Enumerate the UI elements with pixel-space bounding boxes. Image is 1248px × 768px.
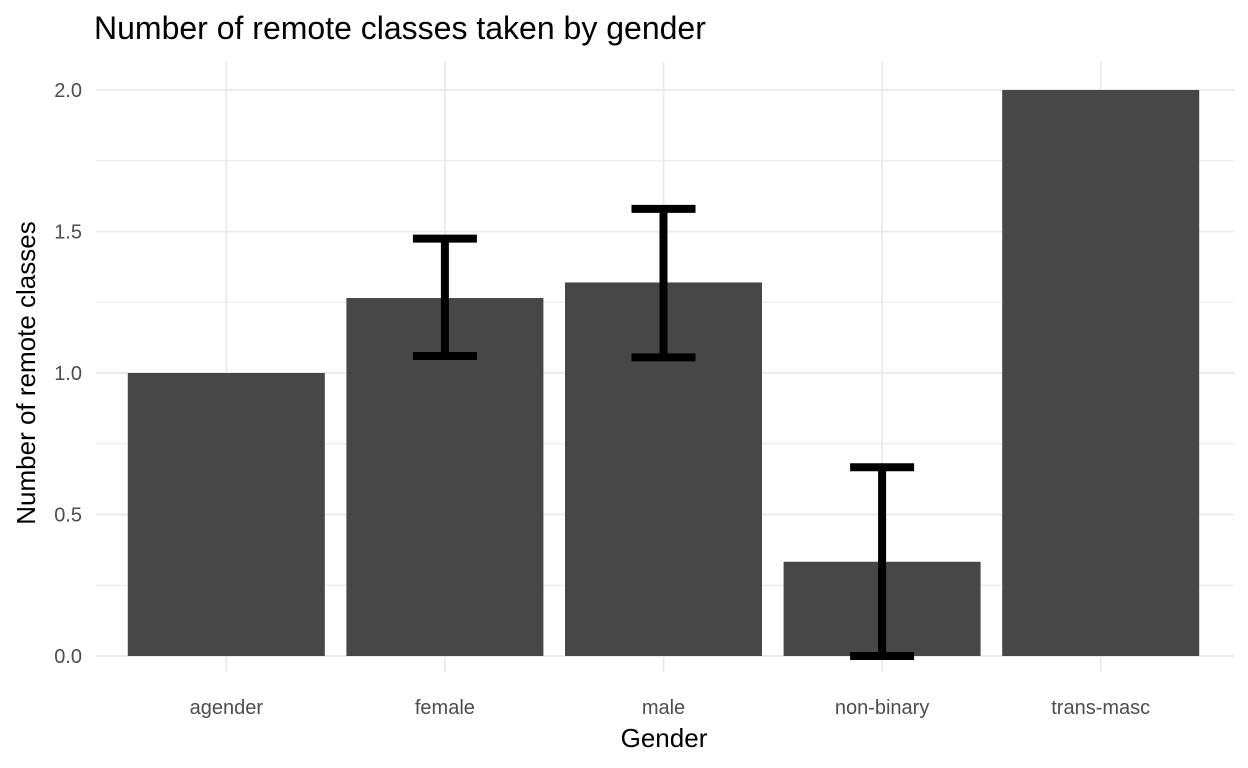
error-bar-non-binary: [850, 463, 915, 660]
chart-title: Number of remote classes taken by gender: [94, 10, 706, 46]
bar-agender: [127, 373, 325, 656]
y-tick-label: 0.5: [54, 505, 82, 527]
y-tick-label: 2.0: [54, 80, 82, 102]
x-axis-ticks: agender female male non-binary trans-masc: [190, 697, 1151, 719]
y-axis-ticks: 0.0 0.5 1.0 1.5 2.0: [54, 80, 82, 668]
x-tick-label: agender: [190, 697, 264, 719]
x-tick-label: trans-masc: [1051, 697, 1150, 719]
bar-trans-masc: [1002, 90, 1200, 656]
x-axis-label: Gender: [621, 723, 708, 753]
y-axis-label: Number of remote classes: [11, 221, 41, 524]
x-tick-label: non-binary: [835, 697, 930, 719]
error-bar-male: [631, 204, 696, 362]
x-tick-label: male: [642, 697, 685, 719]
y-tick-label: 0.0: [54, 646, 82, 668]
x-tick-label: female: [415, 697, 475, 719]
error-bars: [412, 204, 915, 660]
y-tick-label: 1.5: [54, 222, 82, 244]
error-bar-female: [412, 234, 477, 361]
y-tick-label: 1.0: [54, 363, 82, 385]
